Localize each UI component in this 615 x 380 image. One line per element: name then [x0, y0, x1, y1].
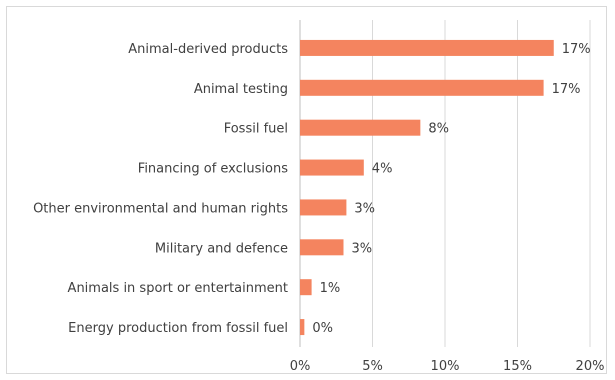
x-tick-label-1: 5%	[362, 359, 383, 374]
bar-7	[300, 319, 305, 336]
category-label-7: Energy production from fossil fuel	[68, 321, 288, 336]
data-label-5: 3%	[352, 241, 373, 256]
category-label-3: Financing of exclusions	[138, 162, 288, 177]
x-tick-label-3: 15%	[503, 359, 532, 374]
data-label-3: 4%	[372, 162, 393, 177]
x-tick-label-4: 20%	[576, 359, 605, 374]
x-tick-label-2: 10%	[431, 359, 460, 374]
category-label-2: Fossil fuel	[224, 122, 288, 137]
data-label-4: 3%	[354, 201, 375, 216]
category-label-0: Animal-derived products	[128, 42, 288, 57]
bar-0	[300, 39, 554, 56]
category-label-6: Animals in sport or entertainment	[68, 281, 288, 296]
bar-4	[300, 199, 347, 216]
category-label-4: Other environmental and human rights	[33, 201, 288, 216]
data-label-1: 17%	[552, 82, 581, 97]
data-label-6: 1%	[320, 281, 341, 296]
data-label-7: 0%	[312, 321, 333, 336]
data-label-2: 8%	[428, 122, 449, 137]
bar-3	[300, 159, 364, 176]
bar-1	[300, 79, 544, 96]
category-label-5: Military and defence	[155, 241, 288, 256]
bar-6	[300, 279, 312, 296]
category-label-1: Animal testing	[194, 82, 288, 97]
chart-frame	[6, 6, 607, 374]
bar-5	[300, 239, 344, 256]
data-label-0: 17%	[562, 42, 591, 57]
x-tick-label-0: 0%	[290, 359, 311, 374]
bar-2	[300, 119, 421, 136]
